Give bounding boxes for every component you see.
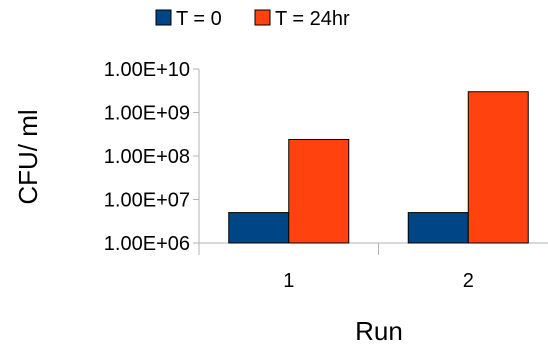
bars	[228, 91, 529, 244]
x-axis-title: Run	[355, 316, 403, 346]
legend-label-t0: T = 0	[176, 8, 222, 30]
legend-item-t0: T = 0	[155, 8, 222, 30]
y-tick-label: 1.00E+09	[104, 103, 190, 125]
legend-swatch-t24	[254, 9, 271, 26]
y-axis-title: CFU/ ml	[13, 109, 43, 204]
x-tick-label: 1	[283, 270, 294, 292]
y-ticks: 1.00E+06 1.00E+07 1.00E+08 1.00E+09 1.00E+10	[104, 59, 199, 255]
legend-label-t24: T = 24hr	[275, 8, 350, 30]
y-tick-label: 1.00E+10	[104, 59, 190, 81]
y-tick-label: 1.00E+06	[104, 233, 190, 255]
bar-run-1-series-1	[228, 212, 290, 244]
bar-run-1-series-2	[288, 138, 350, 244]
y-tick-label: 1.00E+08	[104, 146, 190, 168]
legend-item-t24: T = 24hr	[254, 8, 350, 30]
bar-run-2-series-1	[407, 212, 469, 244]
bar-run-2-series-2	[467, 91, 529, 244]
x-tick-label: 2	[463, 270, 474, 292]
y-tick-label: 1.00E+07	[104, 190, 190, 212]
legend: T = 0 T = 24hr	[155, 8, 350, 30]
legend-swatch-t0	[155, 9, 172, 26]
